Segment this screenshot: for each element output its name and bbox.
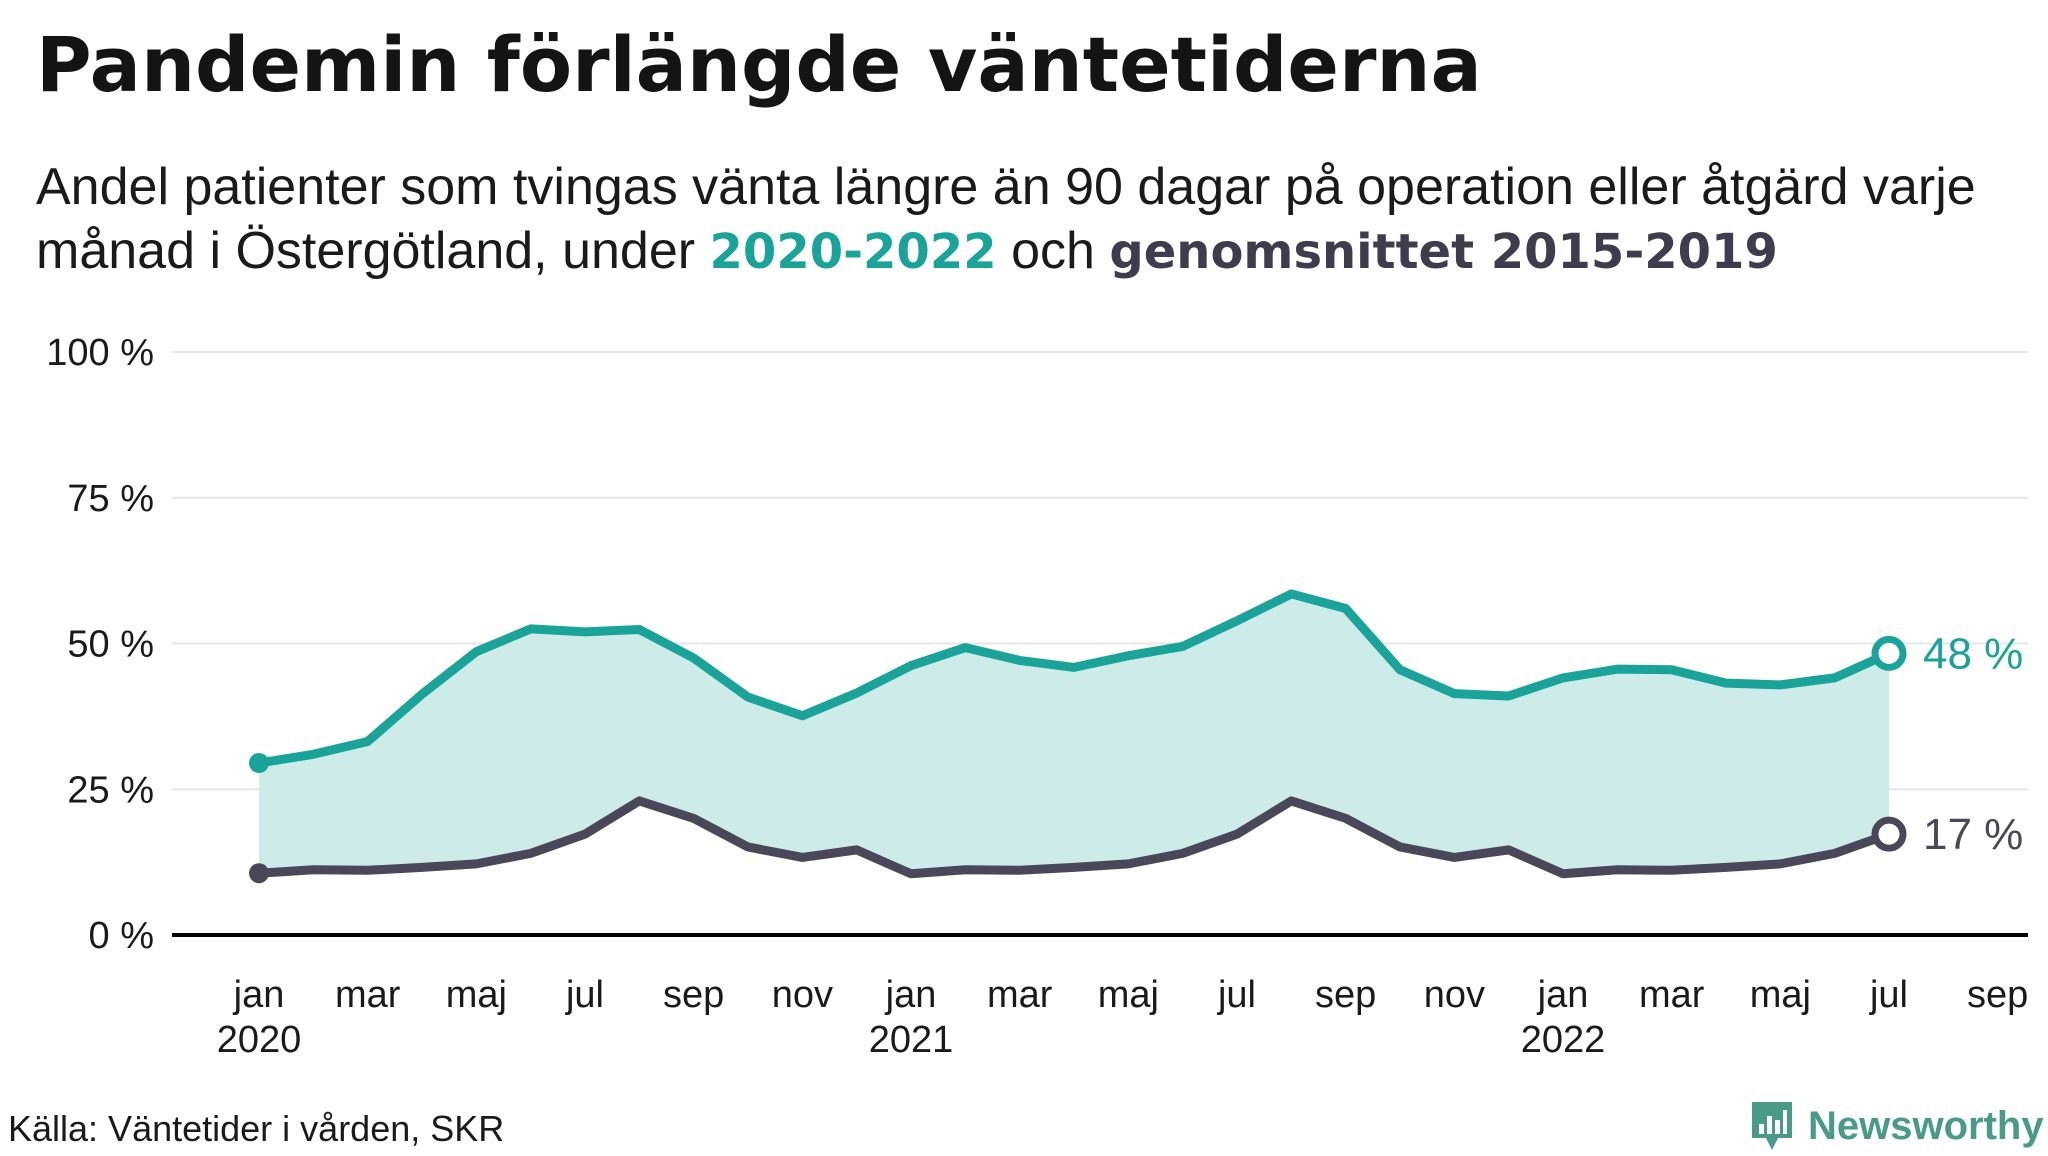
x-tick-label: jul (1217, 974, 1256, 1016)
x-tick-label: nov (772, 974, 833, 1016)
brand-name: Newsworthy (1808, 1103, 2044, 1148)
series-2020-2022-end-point (1871, 635, 1907, 671)
x-tick-label: jan (233, 974, 285, 1016)
x-tick-label: maj (1750, 974, 1811, 1016)
subtitle-lead: Andel patienter som tvingas vänta längre… (36, 158, 1976, 280)
y-tick-label: 25 % (67, 769, 154, 811)
series-average-2015-2019-end-point (1871, 816, 1907, 852)
series-average-2015-2019-line (254, 796, 1894, 879)
x-tick-label: sep (1967, 974, 2028, 1016)
y-tick-label: 100 % (46, 332, 154, 374)
x-tick-label: mar (335, 974, 401, 1016)
x-tick-label: jul (1869, 974, 1908, 1016)
y-tick-label: 0 % (89, 915, 154, 957)
y-tick-label: 50 % (67, 624, 154, 666)
chart-title: Pandemin förlängde väntetiderna (36, 20, 1482, 109)
x-tick-label: jan (885, 974, 937, 1016)
brand: Newsworthy (1748, 1096, 2044, 1156)
x-tick-label: maj (446, 974, 507, 1016)
series-2020-2022-start-point (249, 753, 269, 774)
series-2020-2022-end-label: 48 % (1923, 629, 2023, 678)
x-tick-label: mar (1639, 974, 1705, 1016)
x-tick-label: jan (1537, 974, 1589, 1016)
series-average-2015-2019-start-point (249, 863, 269, 884)
subtitle-highlight-average: genomsnittet 2015-2019 (1109, 224, 1778, 280)
x-tick-label: nov (1424, 974, 1485, 1016)
source-note: Källa: Väntetider i vården, SKR (8, 1108, 505, 1149)
x-tick-label: mar (987, 974, 1053, 1016)
subtitle-highlight-current: 2020-2022 (709, 224, 997, 280)
difference-band (259, 593, 1889, 874)
series-2020-2022-line (254, 589, 1894, 768)
x-tick-label: sep (663, 974, 724, 1016)
x-tick-year-label: 2022 (1521, 1019, 1606, 1061)
x-tick-year-label: 2020 (217, 1019, 302, 1061)
x-tick-label: maj (1098, 974, 1159, 1016)
chart-subtitle: Andel patienter som tvingas vänta längre… (36, 155, 2031, 284)
series-average-2015-2019-end-label: 17 % (1923, 810, 2023, 859)
x-tick-year-label: 2021 (869, 1019, 954, 1061)
y-tick-label: 75 % (67, 478, 154, 520)
subtitle-middle: och (996, 222, 1110, 280)
x-tick-label: sep (1315, 974, 1376, 1016)
x-tick-label: jul (565, 974, 604, 1016)
newsworthy-logo-icon (1752, 1102, 1792, 1150)
